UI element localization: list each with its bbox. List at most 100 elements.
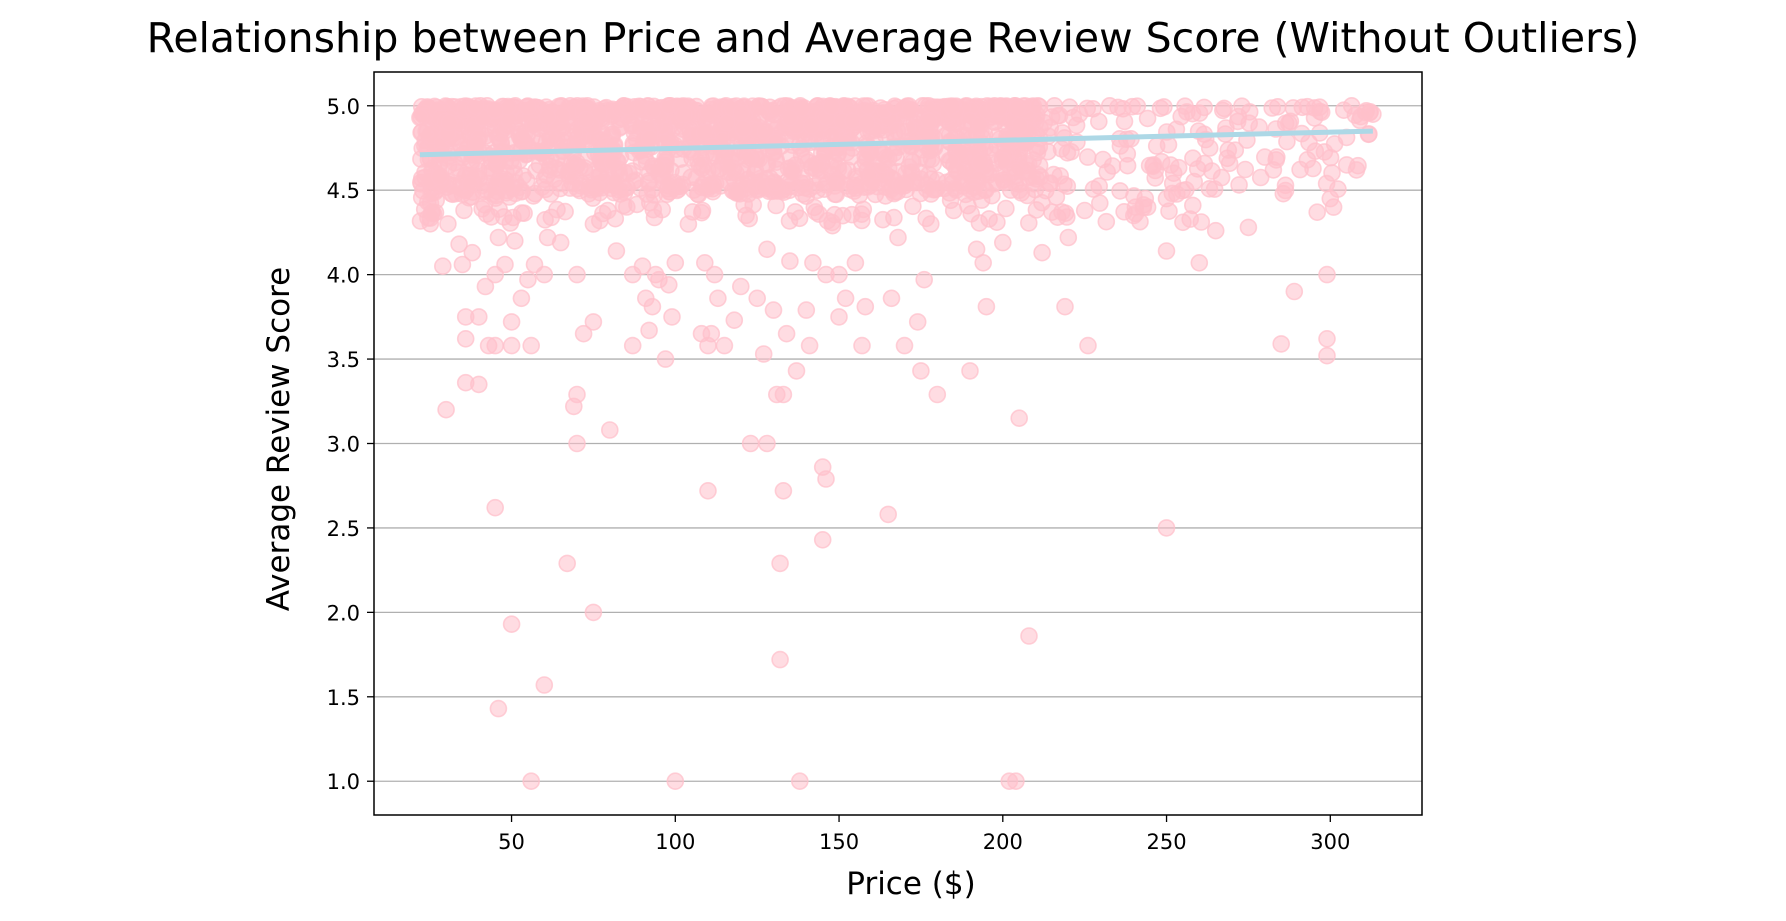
data-point	[1335, 101, 1353, 119]
data-point	[756, 122, 775, 140]
data-point	[486, 101, 504, 119]
data-point	[607, 242, 626, 260]
y-tick-label: 1.5	[327, 686, 360, 710]
data-point	[971, 153, 990, 172]
data-point	[774, 481, 793, 500]
data-point	[699, 481, 717, 500]
data-point	[1010, 181, 1029, 200]
data-point	[774, 385, 793, 404]
data-point	[666, 772, 685, 791]
data-point	[574, 324, 593, 343]
data-point	[856, 297, 875, 316]
data-point	[610, 119, 629, 137]
data-point	[440, 113, 459, 132]
data-point	[751, 106, 770, 124]
data-point	[660, 174, 679, 192]
data-point	[1173, 181, 1191, 200]
data-point	[483, 185, 501, 203]
data-point	[568, 385, 586, 404]
data-point	[1123, 97, 1141, 116]
data-point	[583, 189, 602, 207]
data-point	[548, 200, 566, 219]
data-point	[1070, 105, 1089, 123]
data-point	[823, 216, 842, 235]
data-point	[715, 336, 734, 355]
data-point	[802, 116, 821, 135]
data-point	[531, 132, 550, 151]
data-point	[600, 421, 619, 439]
data-point	[1318, 265, 1336, 284]
data-point	[505, 232, 524, 250]
data-point	[522, 336, 541, 355]
data-point	[453, 255, 472, 274]
data-point	[740, 209, 759, 228]
data-point	[758, 240, 776, 259]
data-point	[781, 252, 799, 270]
data-point	[780, 109, 799, 127]
data-point	[806, 203, 825, 221]
data-point	[1125, 206, 1143, 225]
data-point	[640, 321, 658, 340]
data-point	[738, 150, 757, 169]
data-point	[618, 97, 636, 116]
data-point	[822, 97, 841, 116]
data-point	[551, 233, 570, 252]
data-point	[1075, 201, 1094, 220]
data-point	[980, 210, 998, 228]
x-axis-ticks: 50 100 150 200 250 300	[498, 815, 1350, 854]
data-point	[919, 165, 938, 184]
data-point	[466, 97, 485, 115]
data-point	[836, 289, 855, 308]
data-point	[1324, 198, 1343, 216]
data-point	[1206, 221, 1225, 240]
data-point	[748, 289, 767, 308]
data-point	[847, 167, 865, 186]
data-point	[1317, 174, 1336, 193]
data-point	[921, 215, 940, 233]
data-point	[1146, 169, 1164, 187]
data-point	[732, 104, 751, 122]
y-tick-label: 3.5	[327, 348, 360, 372]
data-point	[1020, 627, 1038, 645]
data-point	[719, 157, 738, 175]
data-point	[1155, 98, 1173, 116]
data-point	[842, 147, 861, 166]
data-point	[1219, 141, 1238, 159]
data-point	[659, 275, 678, 294]
data-point	[702, 324, 721, 343]
data-point	[617, 198, 636, 216]
data-point	[1164, 164, 1183, 182]
data-point	[1029, 97, 1047, 115]
data-point	[502, 336, 521, 355]
data-point	[489, 228, 508, 247]
data-point	[516, 146, 535, 164]
data-point	[501, 214, 520, 232]
data-point	[983, 186, 1001, 205]
data-point	[793, 99, 811, 118]
data-point	[439, 215, 457, 233]
data-point	[758, 434, 776, 453]
data-point	[919, 112, 938, 130]
data-point	[942, 97, 961, 115]
data-point	[876, 187, 895, 205]
data-point	[1298, 151, 1317, 169]
data-point	[535, 265, 554, 284]
data-point	[563, 153, 581, 172]
data-point	[1308, 203, 1326, 221]
data-point	[1079, 336, 1097, 355]
data-point	[858, 114, 876, 132]
regression-line	[419, 128, 1373, 158]
data-point	[1059, 228, 1078, 247]
data-point	[1043, 203, 1061, 221]
data-point	[1272, 335, 1290, 353]
data-point	[535, 170, 554, 189]
data-point	[566, 123, 584, 141]
data-point	[734, 120, 753, 138]
data-point	[725, 311, 744, 330]
data-point	[679, 215, 698, 233]
data-point	[648, 158, 667, 177]
data-point	[709, 289, 727, 308]
data-point	[817, 470, 835, 488]
data-point	[496, 255, 514, 274]
data-point	[766, 173, 784, 192]
